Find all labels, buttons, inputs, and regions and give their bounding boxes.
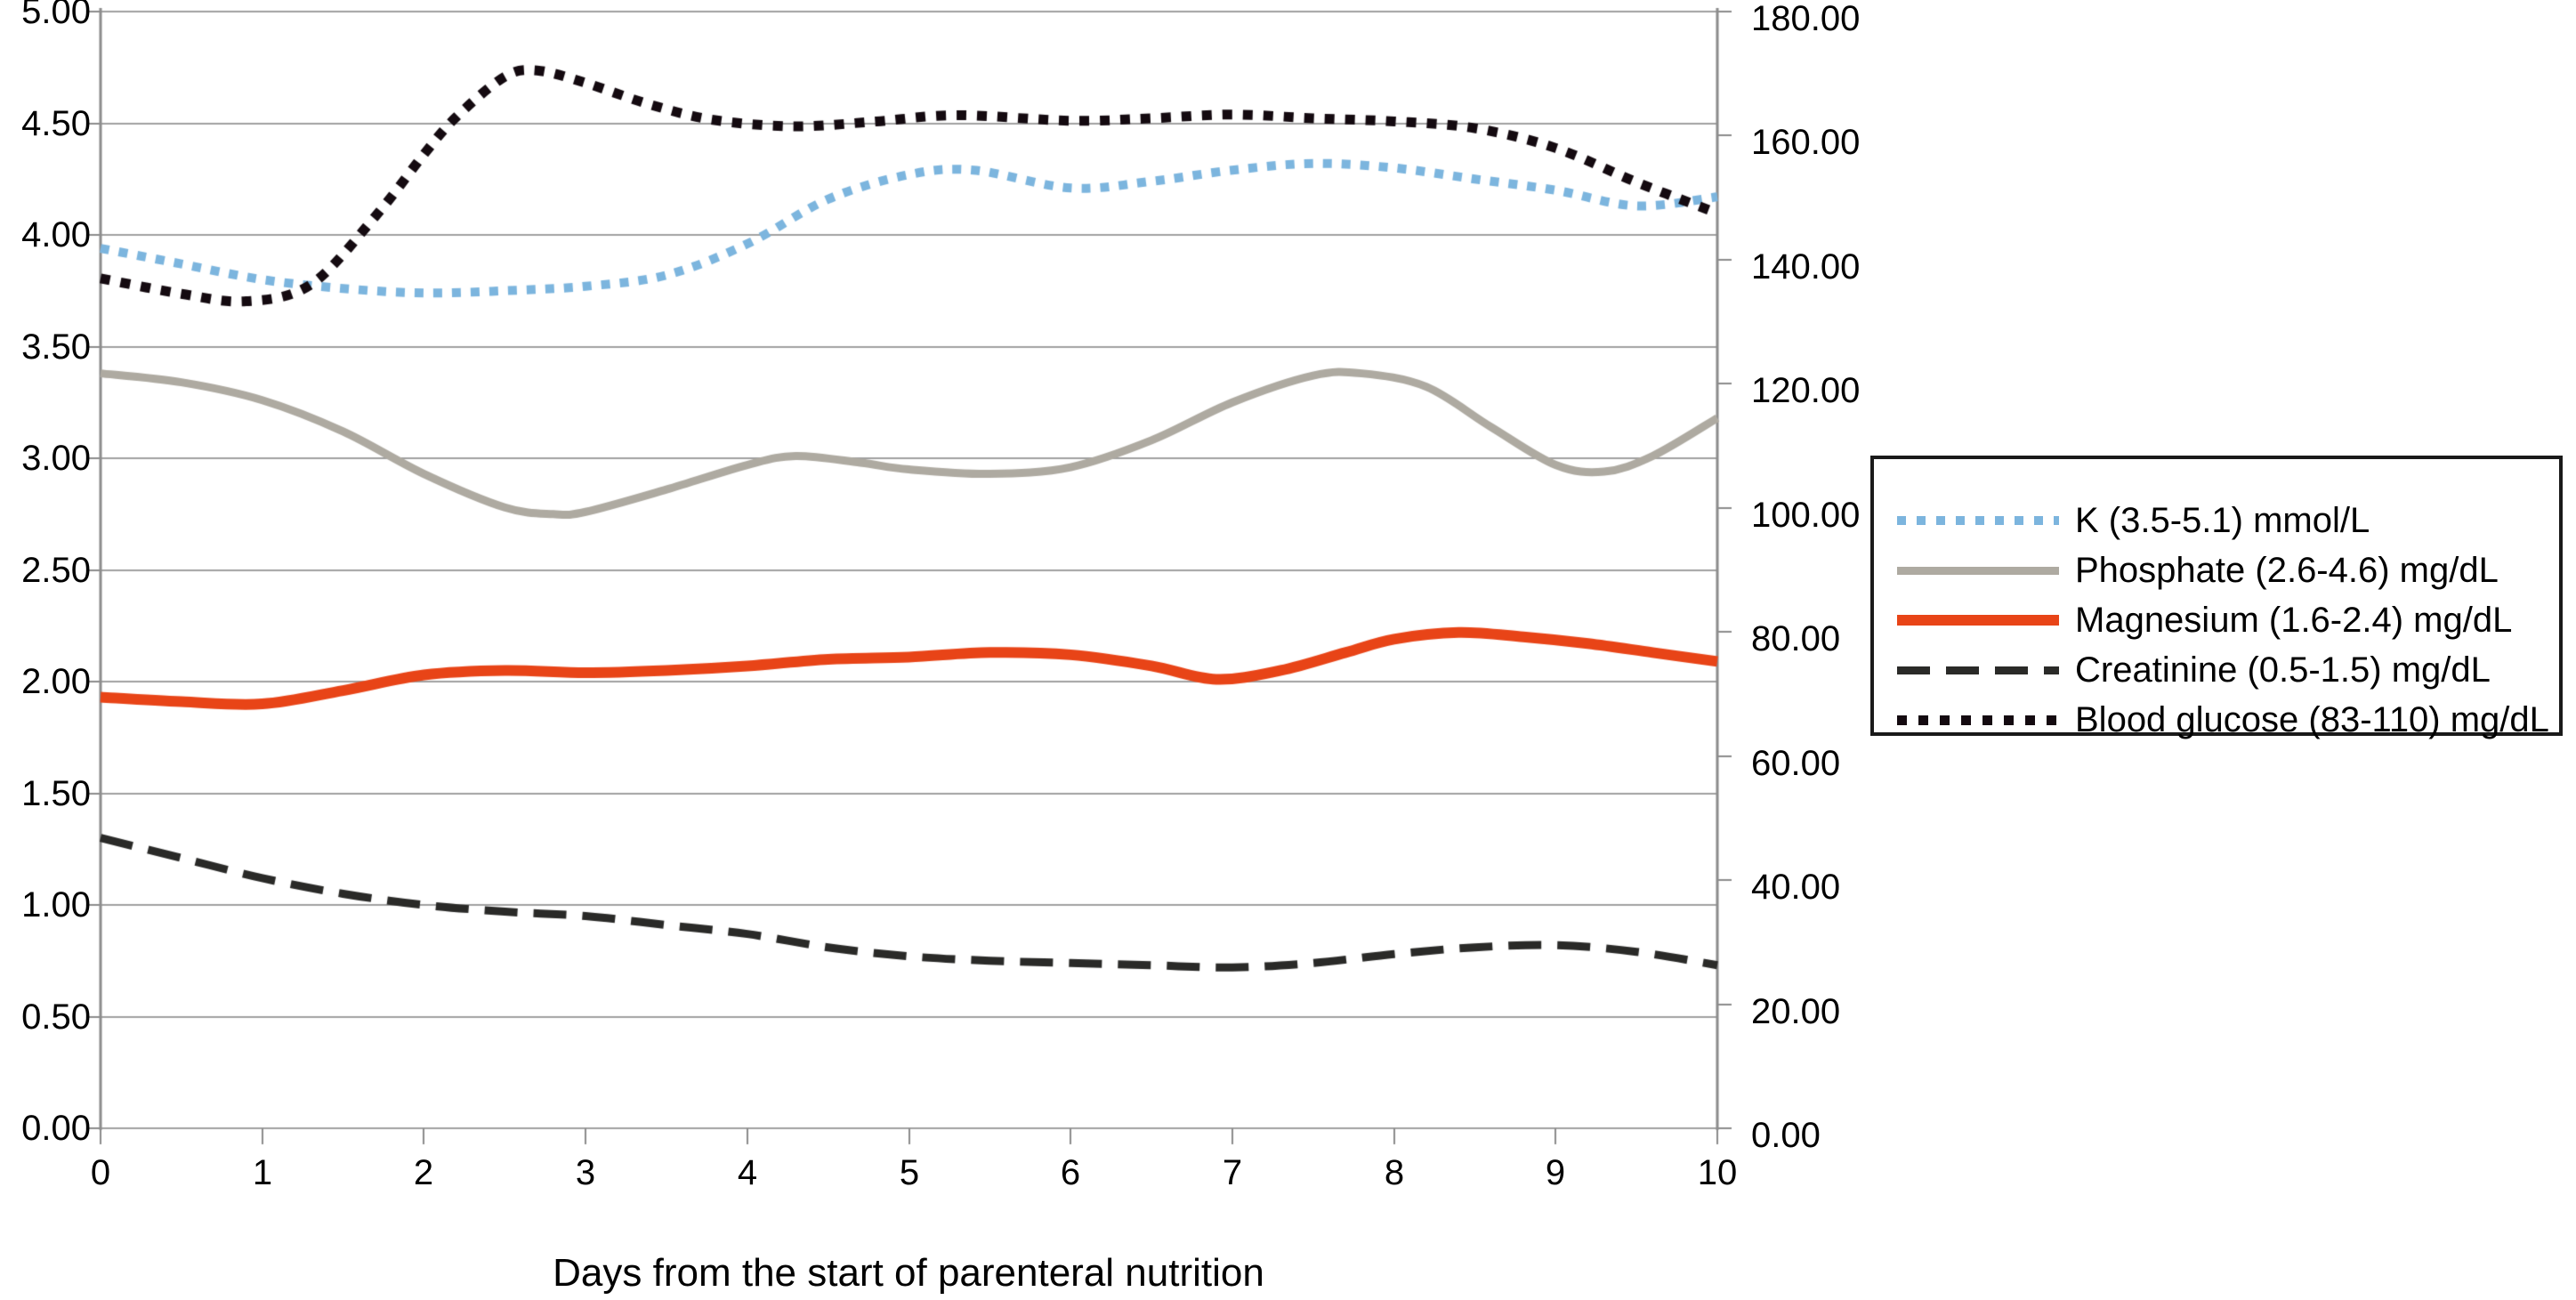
y-left-tick-label: 3.50	[21, 327, 91, 367]
x-tick-label: 1	[252, 1153, 273, 1192]
x-tick-label: 3	[575, 1153, 596, 1192]
x-tick-label: 0	[90, 1153, 111, 1192]
y-left-tick-label: 0.50	[21, 997, 91, 1037]
x-tick-label: 2	[413, 1153, 434, 1192]
y-right-tick-label: 180.00	[1751, 0, 1861, 38]
x-tick-label: 10	[1697, 1153, 1738, 1192]
y-right-tick-label: 20.00	[1751, 992, 1841, 1031]
legend-swatch-dotted-line	[1897, 715, 2059, 725]
legend-swatch-solid-line	[1897, 566, 2059, 575]
y-right-tick-label: 100.00	[1751, 496, 1861, 535]
x-tick-label: 7	[1222, 1153, 1243, 1192]
legend-swatch-dashed-line	[1897, 666, 2059, 674]
legend-label: Creatinine (0.5-1.5) mg/dL	[2075, 650, 2491, 690]
x-axis-title: Days from the start of parenteral nutrit…	[553, 1251, 1264, 1295]
y-left-tick-label: 4.00	[21, 215, 91, 254]
legend-swatch-dotted-line	[1897, 516, 2059, 525]
x-tick-label: 9	[1545, 1153, 1566, 1192]
y-left-tick-label: 1.50	[21, 774, 91, 813]
y-left-tick-label: 2.00	[21, 662, 91, 701]
legend-label: K (3.5-5.1) mmol/L	[2075, 500, 2370, 540]
legend-item: Blood glucose (83-110) mg/dL	[1874, 695, 2549, 745]
legend-label: Magnesium (1.6-2.4) mg/dL	[2075, 600, 2513, 640]
x-tick-label: 6	[1060, 1153, 1081, 1192]
y-left-tick-label: 2.50	[21, 551, 91, 590]
y-right-tick-label: 140.00	[1751, 247, 1861, 287]
x-tick-label: 4	[737, 1153, 758, 1192]
legend: K (3.5-5.1) mmol/L Phosphate (2.6-4.6) mg…	[1870, 456, 2563, 739]
legend-label: Phosphate (2.6-4.6) mg/dL	[2075, 550, 2499, 590]
legend-item: Magnesium (1.6-2.4) mg/dL	[1874, 595, 2512, 645]
y-left-tick-label: 3.00	[21, 439, 91, 478]
legend-swatch-solid-line	[1897, 615, 2059, 626]
y-right-tick-label: 80.00	[1751, 619, 1841, 658]
legend-item: Phosphate (2.6-4.6) mg/dL	[1874, 545, 2499, 595]
y-left-tick-label: 0.00	[21, 1109, 91, 1148]
legend-label: Blood glucose (83-110) mg/dL	[2075, 699, 2549, 739]
y-right-tick-label: 160.00	[1751, 123, 1861, 162]
y-right-tick-label: 0.00	[1751, 1116, 1821, 1155]
y-right-tick-label: 60.00	[1751, 744, 1841, 783]
x-tick-label: 5	[899, 1153, 920, 1192]
y-left-tick-label: 1.00	[21, 885, 91, 925]
x-tick-label: 8	[1384, 1153, 1405, 1192]
y-left-tick-label: 4.50	[21, 104, 91, 143]
legend-item: K (3.5-5.1) mmol/L	[1874, 496, 2370, 545]
y-right-tick-label: 120.00	[1751, 371, 1861, 410]
y-left-tick-label: 5.00	[21, 0, 91, 31]
legend-item: Creatinine (0.5-1.5) mg/dL	[1874, 645, 2491, 695]
y-right-tick-label: 40.00	[1751, 868, 1841, 907]
